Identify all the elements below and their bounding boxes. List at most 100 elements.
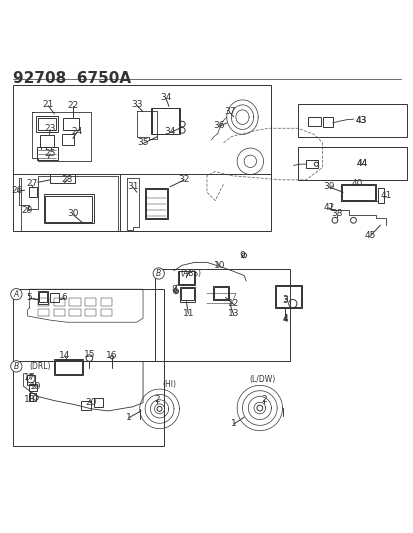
Text: (ABS): (ABS) bbox=[180, 269, 200, 278]
Text: 3: 3 bbox=[282, 295, 287, 304]
Text: 21: 21 bbox=[43, 100, 54, 109]
Text: 1: 1 bbox=[126, 413, 131, 422]
Text: 44: 44 bbox=[355, 159, 366, 168]
Bar bbox=[180, 288, 193, 300]
Text: (HI): (HI) bbox=[162, 379, 176, 389]
Bar bbox=[100, 309, 112, 316]
Bar bbox=[28, 187, 37, 197]
Bar bbox=[13, 361, 163, 446]
Bar bbox=[50, 174, 75, 183]
Text: 19: 19 bbox=[30, 383, 41, 391]
Text: 32: 32 bbox=[178, 174, 190, 183]
Bar bbox=[50, 293, 59, 302]
Text: 13: 13 bbox=[228, 310, 239, 318]
Text: 7: 7 bbox=[183, 271, 189, 280]
Bar bbox=[55, 360, 82, 374]
Bar bbox=[151, 108, 180, 134]
Bar bbox=[53, 298, 65, 306]
Bar bbox=[69, 298, 81, 306]
Bar bbox=[155, 269, 289, 361]
Text: 40: 40 bbox=[351, 180, 363, 189]
Bar bbox=[340, 184, 375, 201]
Text: 4: 4 bbox=[282, 314, 287, 324]
Text: 18: 18 bbox=[24, 395, 35, 404]
Bar bbox=[13, 289, 163, 361]
Text: B: B bbox=[14, 362, 19, 371]
Text: 4: 4 bbox=[282, 315, 287, 324]
Text: B: B bbox=[156, 269, 161, 278]
Bar bbox=[307, 117, 320, 126]
Bar bbox=[81, 401, 91, 410]
Text: 34: 34 bbox=[160, 93, 171, 102]
Text: 11: 11 bbox=[182, 309, 194, 318]
Bar bbox=[85, 309, 96, 316]
Bar bbox=[37, 147, 57, 160]
Bar bbox=[178, 271, 193, 284]
Text: 29: 29 bbox=[22, 206, 33, 215]
Text: 42: 42 bbox=[322, 203, 334, 212]
Text: 26: 26 bbox=[12, 186, 23, 195]
Bar bbox=[13, 85, 270, 231]
Bar bbox=[40, 135, 54, 147]
Bar bbox=[45, 196, 92, 222]
Bar bbox=[28, 384, 37, 391]
Text: 16: 16 bbox=[106, 351, 118, 360]
Text: 27: 27 bbox=[26, 180, 37, 189]
Bar bbox=[36, 116, 58, 132]
Bar bbox=[178, 271, 194, 285]
Text: 2: 2 bbox=[261, 395, 266, 404]
Bar bbox=[38, 309, 49, 316]
Text: 37: 37 bbox=[223, 107, 235, 116]
Bar bbox=[26, 375, 35, 385]
Text: 20: 20 bbox=[85, 398, 97, 407]
Bar bbox=[38, 291, 48, 304]
Text: 25: 25 bbox=[45, 149, 56, 158]
Text: 31: 31 bbox=[127, 182, 138, 190]
Bar bbox=[342, 185, 374, 200]
Bar bbox=[85, 298, 96, 306]
Bar bbox=[38, 118, 56, 131]
Text: 35: 35 bbox=[137, 138, 148, 147]
Text: A: A bbox=[14, 289, 19, 298]
Bar bbox=[214, 287, 228, 298]
Text: 23: 23 bbox=[45, 124, 56, 133]
Bar bbox=[377, 188, 384, 203]
Text: 38: 38 bbox=[330, 209, 342, 218]
Text: 33: 33 bbox=[131, 100, 142, 109]
Bar bbox=[54, 359, 83, 375]
Bar bbox=[69, 309, 81, 316]
Bar bbox=[145, 188, 167, 219]
Bar bbox=[93, 398, 102, 407]
Text: 9: 9 bbox=[239, 251, 244, 260]
Bar bbox=[152, 109, 179, 134]
Text: (L/DW): (L/DW) bbox=[249, 375, 275, 384]
Bar bbox=[180, 287, 194, 302]
Text: 8: 8 bbox=[171, 285, 176, 294]
Bar bbox=[322, 117, 332, 127]
Text: (DRL): (DRL) bbox=[29, 362, 50, 372]
Text: 10: 10 bbox=[213, 261, 225, 270]
Text: 3: 3 bbox=[282, 296, 287, 305]
Bar bbox=[297, 147, 406, 180]
Bar bbox=[53, 309, 65, 316]
Bar bbox=[62, 134, 74, 145]
Bar bbox=[28, 393, 36, 401]
Bar bbox=[297, 103, 406, 136]
Text: 17: 17 bbox=[24, 374, 35, 382]
Text: 6: 6 bbox=[62, 293, 67, 302]
Bar bbox=[275, 286, 300, 306]
Bar bbox=[38, 298, 49, 306]
Text: 2: 2 bbox=[154, 395, 160, 404]
Text: 28: 28 bbox=[61, 174, 72, 183]
Text: 45: 45 bbox=[363, 231, 375, 240]
Bar bbox=[274, 285, 301, 308]
Bar bbox=[145, 189, 166, 218]
Bar bbox=[38, 293, 47, 302]
Bar bbox=[213, 286, 228, 300]
Text: 5: 5 bbox=[26, 293, 32, 302]
Text: 43: 43 bbox=[355, 116, 366, 125]
Bar bbox=[62, 118, 79, 131]
Bar bbox=[305, 160, 317, 168]
Text: 92708  6750A: 92708 6750A bbox=[13, 70, 131, 85]
Text: 36: 36 bbox=[213, 121, 225, 130]
